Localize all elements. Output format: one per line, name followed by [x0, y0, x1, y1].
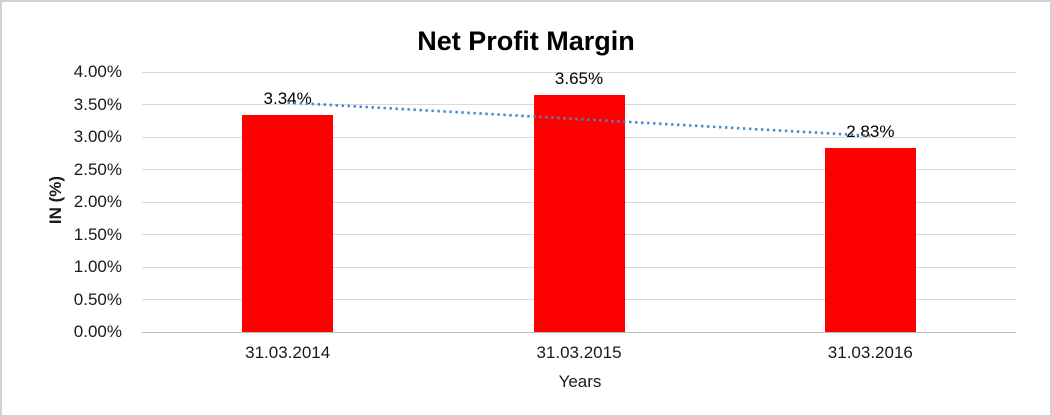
y-tick-label: 4.00% [73, 62, 122, 81]
bar-data-label: 3.65% [554, 68, 604, 88]
x-tick-label: 31.03.2015 [536, 343, 622, 362]
x-tick-label: 31.03.2014 [245, 343, 331, 362]
x-axis-line [142, 331, 1016, 333]
x-tick-label: 31.03.2016 [827, 343, 913, 362]
gridline [142, 71, 1016, 73]
y-tick-label: 2.50% [73, 159, 122, 179]
y-tick-label: 3.00% [73, 127, 122, 146]
y-tick-label: 0.50% [73, 289, 122, 309]
bar-31.03.2016 [824, 148, 916, 332]
bar-data-label: 3.34% [263, 88, 312, 108]
y-tick-label: 2.00% [73, 192, 122, 211]
y-tick-label: 0.00% [73, 322, 122, 341]
y-tick-label: 1.00% [73, 257, 122, 276]
bar-data-label: 2.83% [846, 122, 895, 142]
y-tick-label: 1.50% [73, 224, 122, 244]
bar-31.03.2014 [242, 114, 334, 332]
y-axis-title: IN (%) [46, 175, 65, 225]
bar-31.03.2015 [533, 94, 625, 332]
y-tick-label: 3.50% [73, 94, 122, 114]
chart-title: Net Profit Margin [417, 26, 635, 56]
x-axis-title: Years [558, 372, 602, 391]
